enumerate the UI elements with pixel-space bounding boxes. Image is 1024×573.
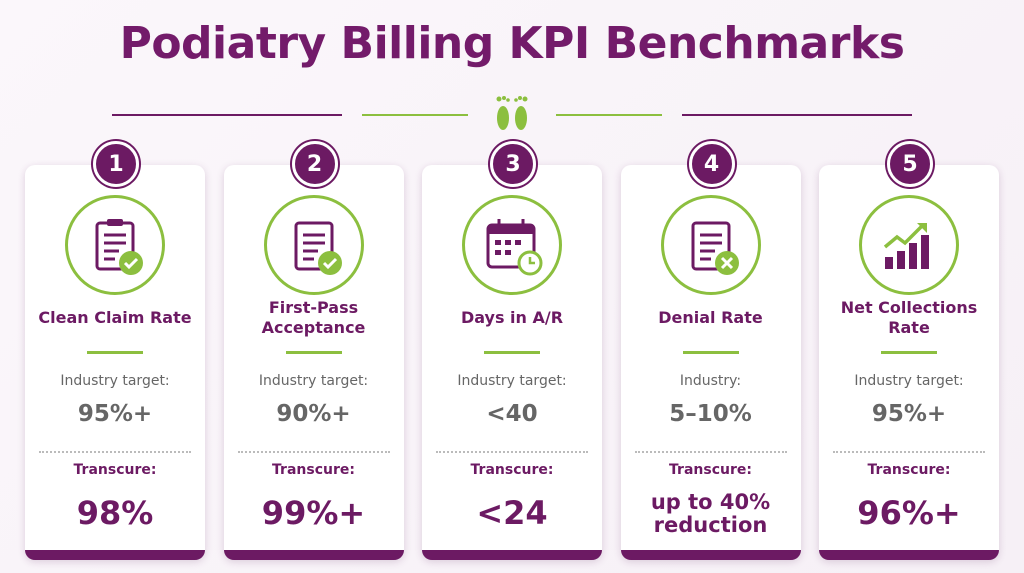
industry-value: 95%+ bbox=[77, 401, 153, 427]
icon-graphic bbox=[486, 219, 543, 276]
kpi-icon bbox=[263, 195, 364, 295]
industry-label: Industry target: bbox=[854, 373, 964, 389]
icon-graphic bbox=[691, 221, 739, 275]
card-number: 2 bbox=[291, 141, 338, 187]
divider bbox=[682, 114, 912, 116]
accent-line bbox=[682, 351, 739, 354]
kpi-label: Net Collections Rate bbox=[840, 298, 978, 337]
kpi-icon bbox=[462, 195, 562, 295]
industry-label: Industry target: bbox=[258, 373, 369, 389]
kpi-icon bbox=[859, 195, 959, 295]
accent-line bbox=[484, 351, 540, 354]
kpi-icon bbox=[65, 195, 165, 295]
kpi-label: Denial Rate bbox=[658, 308, 763, 327]
transcure-value: 98% bbox=[76, 494, 154, 533]
kpi-icon bbox=[660, 195, 761, 295]
kpi-card: 2 First-Pass Acceptance Industry target: 9… bbox=[223, 141, 404, 560]
industry-value: 90%+ bbox=[276, 401, 351, 427]
industry-value: 95%+ bbox=[871, 401, 947, 427]
accent-line bbox=[881, 351, 937, 354]
transcure-value: 96%+ bbox=[857, 494, 961, 533]
divider bbox=[112, 114, 342, 116]
title: Podiatry Billing KPI Benchmarks bbox=[119, 18, 905, 69]
card-number: 3 bbox=[490, 141, 536, 187]
card-number: 4 bbox=[688, 141, 735, 187]
transcure-value: 99%+ bbox=[261, 494, 366, 533]
kpi-label: Clean Claim Rate bbox=[38, 308, 192, 327]
icon-graphic bbox=[883, 223, 929, 269]
industry-value: <40 bbox=[486, 401, 538, 427]
industry-label: Industry: bbox=[679, 373, 742, 389]
dotted-divider bbox=[833, 451, 985, 453]
transcure-label: Transcure: bbox=[272, 462, 355, 478]
accent-line bbox=[285, 351, 342, 354]
kpi-label: Days in A/R bbox=[460, 308, 564, 327]
card-number: 1 bbox=[93, 141, 139, 187]
dotted-divider bbox=[634, 451, 787, 453]
transcure-value: <24 bbox=[476, 494, 548, 533]
transcure-label: Transcure: bbox=[73, 462, 157, 478]
accent-line bbox=[87, 351, 143, 354]
kpi-card: 3 Days in A/R Industry target: <40 Transcur… bbox=[422, 141, 602, 560]
transcure-value: up to 40% reduction bbox=[650, 489, 771, 537]
industry-value: 5–10% bbox=[669, 401, 752, 427]
feet-icon bbox=[496, 96, 528, 130]
transcure-label: Transcure: bbox=[669, 462, 752, 478]
kpi-card: 1 Clean Claim Rate Industry target: 95%+ Tr… bbox=[25, 141, 205, 560]
kpi-card: 4 Denial Rate Industry: 5–10% Transcure: up … bbox=[620, 141, 801, 560]
dotted-divider bbox=[237, 451, 390, 453]
industry-label: Industry target: bbox=[457, 373, 567, 389]
divider bbox=[556, 114, 662, 116]
industry-label: Industry target: bbox=[60, 373, 170, 389]
transcure-label: Transcure: bbox=[867, 462, 951, 478]
divider bbox=[362, 114, 468, 116]
kpi-label: First-Pass Acceptance bbox=[261, 298, 366, 337]
dotted-divider bbox=[436, 451, 588, 453]
card-number: 5 bbox=[887, 141, 933, 187]
kpi-card: 5 Net Collections Rate Industry target: 95… bbox=[819, 141, 999, 560]
icon-graphic bbox=[95, 219, 143, 275]
dotted-divider bbox=[39, 451, 191, 453]
transcure-label: Transcure: bbox=[470, 462, 554, 478]
icon-graphic bbox=[294, 221, 342, 275]
